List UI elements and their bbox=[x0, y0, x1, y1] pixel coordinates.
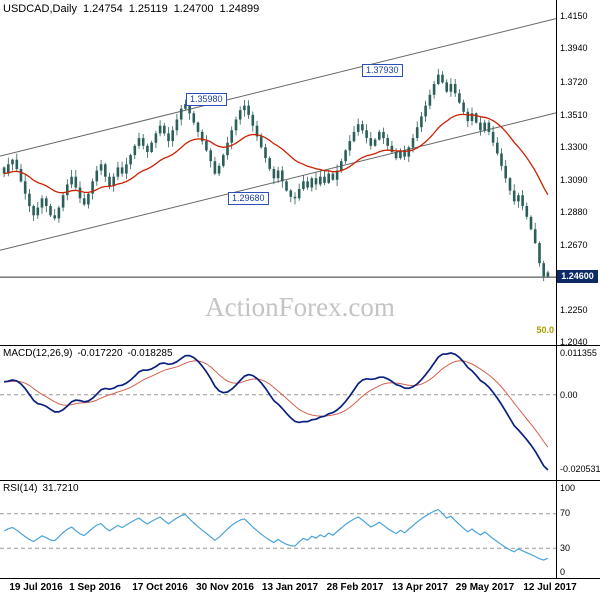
x-axis-date-label: 13 Jan 2017 bbox=[261, 582, 319, 593]
rsi-label: RSI(14) bbox=[3, 483, 38, 494]
price-annotation-nov-high: 1.35980 bbox=[186, 93, 227, 106]
rsi-axis-0: 0 bbox=[560, 567, 566, 577]
x-axis-date-label: 30 Nov 2016 bbox=[196, 582, 254, 593]
macd-value: -0.017220 bbox=[77, 348, 123, 359]
x-axis-labels: 19 Jul 2016 1 Sep 2016 17 Oct 2016 30 Nov 2… bbox=[0, 582, 600, 596]
symbol-timeframe-label: USDCAD,Daily bbox=[3, 3, 77, 15]
ohlc-high-value: 1.25119 bbox=[128, 3, 168, 15]
watermark: ActionForex.com bbox=[205, 292, 395, 322]
rsi-axis-100: 100 bbox=[560, 483, 576, 493]
rsi-header: RSI(14) 31.7210 bbox=[3, 483, 84, 494]
x-axis-date-label: 17 Oct 2016 bbox=[132, 582, 188, 593]
macd-label: MACD(12,26,9) bbox=[3, 348, 73, 359]
price-annotation-jan-low: 1.29680 bbox=[228, 192, 269, 205]
rsi-axis-30: 30 bbox=[560, 543, 571, 553]
rsi-value: 31.7210 bbox=[42, 483, 79, 494]
ohlc-open-value: 1.24754 bbox=[82, 3, 123, 15]
ohlc-close-value: 1.24899 bbox=[219, 3, 260, 15]
macd-axis-zero: 0.00 bbox=[560, 390, 578, 400]
rsi-axis-70: 70 bbox=[560, 508, 571, 518]
x-axis-date-label: 28 Feb 2017 bbox=[326, 582, 384, 593]
price-annotation-may-high: 1.37930 bbox=[362, 64, 403, 77]
x-axis-date-label: 12 Jul 2017 bbox=[523, 582, 577, 593]
macd-axis-max: 0.011355 bbox=[560, 348, 597, 358]
ohlc-low-value: 1.24700 bbox=[173, 3, 214, 15]
x-axis-date-label: 13 Apr 2017 bbox=[392, 582, 448, 593]
x-axis-date-label: 19 Jul 2016 bbox=[9, 582, 63, 593]
current-price-label: 1.24600 bbox=[557, 270, 598, 283]
chart-header: USDCAD,Daily 1.24754 1.25119 1.24700 1.24899 bbox=[3, 3, 265, 15]
x-axis-date-label: 1 Sep 2016 bbox=[69, 582, 121, 593]
x-axis-date-label: 29 May 2017 bbox=[455, 582, 515, 593]
macd-axis-min: -0.020531 bbox=[560, 464, 600, 474]
macd-header: MACD(12,26,9) -0.017220 -0.018285 bbox=[3, 348, 178, 359]
macd-signal-value: -0.018285 bbox=[127, 348, 173, 359]
fib-50-label: 50.0 bbox=[536, 325, 554, 335]
